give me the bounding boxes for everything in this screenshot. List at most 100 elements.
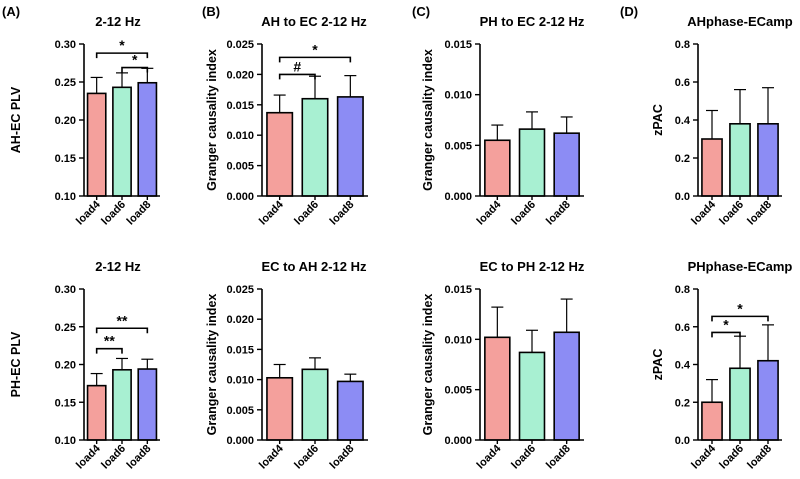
bar-load6 [112, 368, 132, 441]
bar-load6 [729, 123, 751, 197]
y-axis-label: zPAC [651, 349, 665, 381]
bar-load6 [301, 368, 329, 441]
x-tick-label: load8 [125, 443, 154, 472]
panel-label-a: (A) [2, 4, 20, 19]
y-tick-label: 0.0 [675, 435, 690, 447]
y-tick-label: 0.010 [444, 334, 472, 346]
significance-bracket [95, 327, 149, 334]
bar-load4 [701, 138, 723, 197]
chart-5: 2-12 Hz PH-EC PLV 0.10 0.15 0.20 0.25 0.30 load… [9, 259, 160, 471]
chart-title: 2-12 Hz [95, 14, 141, 29]
bar-load4 [86, 92, 107, 197]
significance-mark: * [119, 37, 125, 53]
significance-mark: * [132, 52, 138, 68]
y-tick-label: 0.8 [675, 39, 690, 51]
x-tick-label: load8 [125, 199, 154, 228]
bar-load8 [336, 380, 364, 441]
y-tick-label: 0.4 [675, 360, 691, 372]
x-tick-label: load8 [745, 199, 774, 228]
significance-bracket [711, 331, 741, 338]
significance-bracket [711, 315, 769, 322]
x-tick-label: load6 [509, 199, 538, 228]
x-tick-label: load4 [689, 198, 718, 227]
chart-title: AHphase-ECamp [687, 14, 793, 29]
x-tick-label: load4 [689, 442, 718, 471]
x-tick-label: load8 [328, 199, 357, 228]
bar-load6 [518, 351, 546, 441]
significance-mark: ** [104, 333, 115, 349]
chart-title: EC to PH 2-12 Hz [480, 259, 585, 274]
chart-7: EC to PH 2-12 Hz Granger causality index 0… [421, 259, 585, 471]
y-tick-label: 0.015 [226, 344, 254, 356]
y-tick-label: 0.10 [55, 191, 76, 203]
bar-load8 [336, 96, 364, 197]
x-tick-label: load4 [74, 198, 103, 227]
y-tick-label: 0.005 [226, 161, 254, 173]
y-tick-label: 0.005 [444, 140, 472, 152]
chart-title: PH to EC 2-12 Hz [480, 14, 585, 29]
x-tick-label: load6 [717, 443, 746, 472]
y-tick-label: 0.025 [226, 39, 254, 51]
chart-title: AH to EC 2-12 Hz [261, 14, 367, 29]
chart-title: 2-12 Hz [95, 259, 141, 274]
y-tick-label: 0.6 [675, 322, 690, 334]
panel-label-d: (D) [620, 4, 638, 19]
y-tick-label: 0.2 [675, 153, 690, 165]
y-axis-label: AH-EC PLV [9, 86, 23, 153]
bar-load4 [484, 336, 511, 441]
y-tick-label: 0.000 [226, 191, 254, 203]
panel-labels: (A) (B) (C) (D) [2, 4, 638, 19]
bar-load8 [553, 132, 580, 197]
x-tick-label: load8 [745, 443, 774, 472]
x-tick-label: load4 [475, 198, 504, 227]
x-tick-label: load4 [257, 442, 286, 471]
bar-load4 [86, 384, 107, 441]
y-tick-label: 0.20 [55, 360, 76, 372]
y-tick-label: 0.010 [226, 375, 254, 387]
x-tick-label: load6 [292, 199, 321, 228]
y-tick-label: 0.8 [675, 284, 690, 296]
y-tick-label: 0.6 [675, 77, 690, 89]
y-tick-label: 0.15 [55, 153, 76, 165]
y-tick-label: 0.25 [55, 322, 76, 334]
x-tick-label: load8 [544, 199, 573, 228]
y-tick-label: 0.000 [444, 191, 472, 203]
significance-bracket [121, 66, 149, 73]
y-tick-label: 0.015 [444, 284, 472, 296]
x-tick-label: load6 [99, 199, 128, 228]
bar-load4 [266, 376, 294, 441]
y-tick-label: 0.30 [55, 284, 76, 296]
bar-load4 [266, 111, 294, 197]
x-tick-label: load4 [74, 442, 103, 471]
chart-title: PHphase-ECamp [688, 259, 793, 274]
x-tick-label: load6 [99, 443, 128, 472]
y-tick-label: 0.2 [675, 397, 690, 409]
bar-load8 [553, 331, 580, 441]
y-tick-label: 0.020 [226, 314, 254, 326]
y-tick-label: 0.010 [226, 130, 254, 142]
bar-load6 [729, 367, 751, 441]
y-tick-label: 0.015 [226, 100, 254, 112]
panel-label-c: (C) [412, 4, 430, 19]
x-tick-label: load6 [717, 199, 746, 228]
y-tick-label: 0.30 [55, 39, 76, 51]
y-tick-label: 0.4 [675, 115, 691, 127]
y-tick-label: 0.020 [226, 69, 254, 81]
chart-1: 2-12 Hz AH-EC PLV 0.10 0.15 0.20 0.25 0.30 load… [9, 14, 160, 227]
y-axis-label: Granger causality index [421, 294, 435, 436]
chart-3: PH to EC 2-12 Hz Granger causality index 0… [421, 14, 585, 227]
chart-title: EC to AH 2-12 Hz [262, 259, 367, 274]
y-tick-label: 0.005 [444, 385, 472, 397]
y-tick-label: 0.15 [55, 397, 76, 409]
y-axis-label: Granger causality index [205, 49, 219, 191]
panel-label-b: (B) [202, 4, 220, 19]
significance-mark: * [312, 41, 318, 57]
bar-load6 [301, 97, 329, 197]
bar-load8 [137, 368, 158, 441]
bar-load4 [701, 401, 723, 441]
y-tick-label: 0.025 [226, 284, 254, 296]
y-tick-label: 0.0 [675, 191, 690, 203]
